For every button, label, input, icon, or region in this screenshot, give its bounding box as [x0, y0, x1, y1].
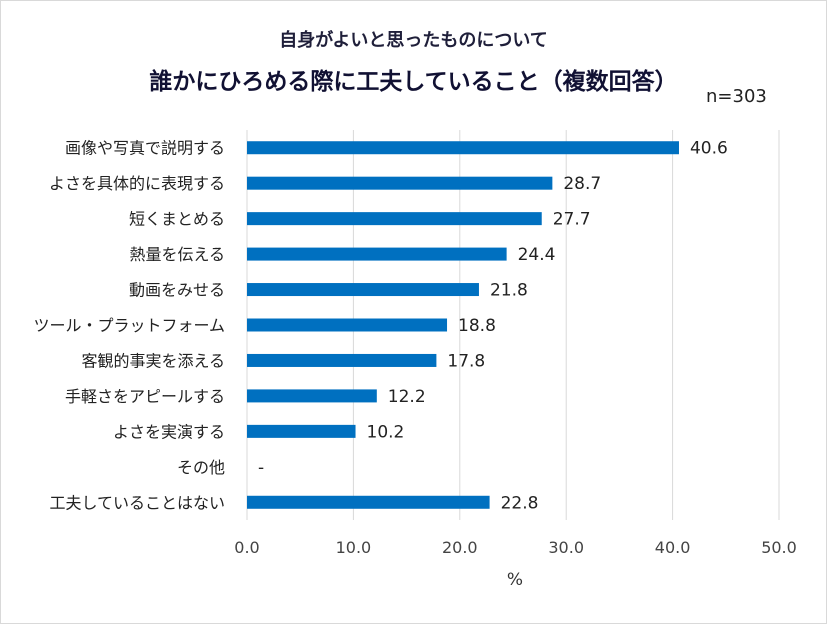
bar — [247, 283, 479, 297]
bar — [247, 176, 553, 190]
x-tick-label: 30.0 — [548, 538, 584, 557]
category-label: 短くまとめる — [129, 210, 225, 229]
bar — [247, 353, 437, 367]
bar — [247, 495, 490, 509]
data-label: 22.8 — [501, 493, 539, 513]
data-label: 17.8 — [447, 351, 485, 371]
bar — [247, 389, 377, 403]
data-label: - — [258, 458, 264, 478]
data-label: 10.2 — [367, 422, 405, 442]
data-label: 27.7 — [553, 210, 591, 230]
x-tick-label: 20.0 — [442, 538, 478, 557]
x-tick-label: 40.0 — [655, 538, 691, 557]
bar — [247, 247, 507, 261]
data-label: 12.2 — [388, 387, 426, 407]
sample-size-label: n=303 — [706, 86, 767, 107]
category-label: 工夫していることはない — [49, 493, 225, 512]
data-label: 24.4 — [518, 245, 556, 265]
chart-subtitle: 誰かにひろめる際に工夫していること（複数回答） — [149, 69, 678, 95]
data-label: 21.8 — [490, 281, 528, 301]
category-label: 熱量を伝える — [129, 245, 225, 264]
bar — [247, 141, 679, 155]
bar — [247, 212, 542, 226]
bar — [247, 424, 356, 438]
category-label: 客観的事実を添える — [81, 351, 225, 370]
x-axis-label: % — [506, 570, 524, 590]
x-tick-label: 50.0 — [761, 538, 797, 557]
data-label: 18.8 — [458, 316, 496, 336]
data-label: 28.7 — [563, 174, 601, 194]
category-label: 画像や写真で説明する — [65, 139, 225, 158]
labels: 0.0 10.0 20.0 30.0 40.0 50.0 画像や写真で説明する 40.6 よさを… — [33, 139, 796, 557]
x-tick-label: 10.0 — [336, 538, 372, 557]
category-label: その他 — [177, 458, 225, 477]
chart-title: 自身がよいと思ったものについて — [279, 30, 548, 51]
data-label: 40.6 — [690, 139, 728, 159]
category-label: 動画をみせる — [129, 281, 225, 300]
category-label: よさを実演する — [113, 422, 225, 441]
bars — [247, 141, 679, 509]
bar — [247, 318, 448, 332]
category-label: ツール・プラットフォーム — [33, 316, 225, 335]
category-label: よさを具体的に表現する — [49, 174, 225, 193]
category-label: 手軽さをアピールする — [65, 387, 225, 406]
x-tick-label: 0.0 — [234, 538, 259, 557]
